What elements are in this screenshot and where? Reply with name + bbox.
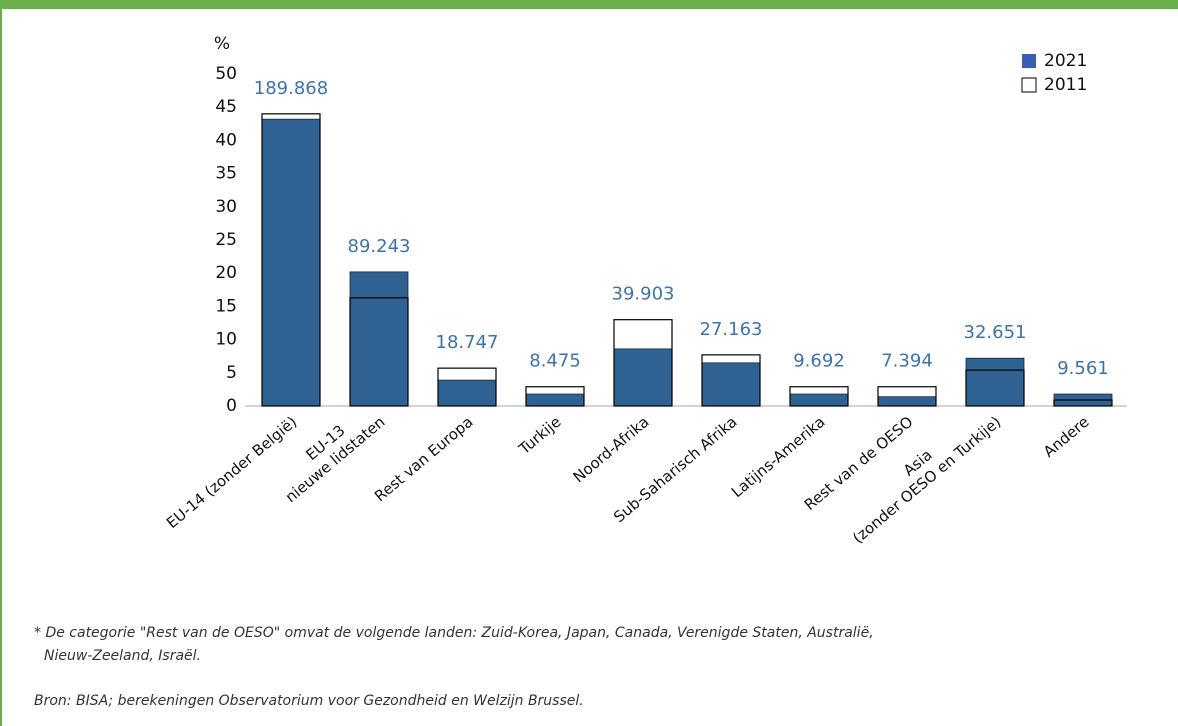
x-tick-label-group: Latijns-Amerika	[728, 413, 829, 502]
bar-2021	[261, 118, 321, 407]
bar-2021	[701, 362, 761, 407]
footnote: * De categorie "Rest van de OESO" omvat …	[34, 625, 874, 641]
count-label: 39.903	[612, 284, 675, 305]
x-tick-label-group: EU-14 (zonder België)	[163, 413, 300, 532]
bar-2011	[349, 297, 409, 407]
y-tick-label: 35	[215, 164, 237, 184]
legend-label: 2011	[1044, 75, 1087, 95]
bar-2011	[877, 386, 937, 407]
x-tick-label-group: Asia(zonder OESO en Turkije)	[849, 413, 1004, 547]
bar-2011	[965, 369, 1025, 407]
x-tick-label: Andere	[1040, 413, 1093, 461]
count-label: 189.868	[254, 78, 328, 99]
bar-2021	[789, 393, 849, 407]
y-tick-label: 15	[215, 296, 237, 316]
footnote: Nieuw-Zeeland, Israël.	[44, 648, 201, 664]
count-label: 27.163	[700, 319, 763, 340]
y-tick-label: 45	[215, 97, 237, 117]
x-tick-label-group: Andere	[1040, 413, 1093, 461]
top-band	[0, 0, 1178, 9]
y-tick-label: 20	[215, 263, 237, 283]
x-tick-label-group: Noord-Afrika	[570, 413, 653, 487]
bar-2011	[261, 113, 321, 407]
left-border	[0, 0, 2, 726]
x-tick-label-group: Turkije	[515, 413, 565, 459]
y-tick-label: 40	[215, 130, 237, 150]
y-tick-label: 0	[226, 396, 237, 416]
legend-swatch	[1021, 77, 1037, 93]
x-tick-label: (zonder OESO en Turkije)	[849, 413, 1004, 547]
bar-2011	[525, 386, 585, 407]
count-label: 89.243	[348, 236, 411, 257]
bar-2011	[789, 386, 849, 407]
count-label: 8.475	[529, 351, 581, 372]
bar-2021	[349, 271, 409, 407]
y-tick-label: 25	[215, 230, 237, 250]
y-tick-label: 5	[226, 363, 237, 383]
y-tick-label: 30	[215, 197, 237, 217]
bar-2021	[437, 379, 497, 407]
bar-2011	[437, 367, 497, 407]
bar-2011	[701, 354, 761, 407]
bar-2021	[965, 357, 1025, 407]
legend-label: 2021	[1044, 51, 1087, 71]
x-tick-label: Turkije	[515, 413, 565, 459]
y-tick-label: 10	[215, 330, 237, 350]
y-axis-label: %	[214, 34, 230, 54]
x-tick-label: Noord-Afrika	[570, 413, 653, 487]
bar-2021	[877, 396, 937, 407]
x-tick-label: EU-14 (zonder België)	[163, 413, 300, 532]
legend-swatch	[1022, 54, 1036, 68]
count-label: 9.692	[793, 351, 845, 372]
source: Bron: BISA; berekeningen Observatorium v…	[34, 693, 584, 709]
bar-2011	[613, 319, 673, 407]
bar-2011	[1053, 399, 1113, 407]
x-tick-label: Latijns-Amerika	[728, 413, 829, 502]
count-label: 18.747	[436, 332, 499, 353]
bar-2021	[613, 348, 673, 407]
count-label: 9.561	[1057, 358, 1109, 379]
count-label: 7.394	[881, 351, 933, 372]
bar-2021	[525, 393, 585, 407]
count-label: 32.651	[964, 322, 1027, 343]
y-tick-label: 50	[215, 64, 237, 84]
